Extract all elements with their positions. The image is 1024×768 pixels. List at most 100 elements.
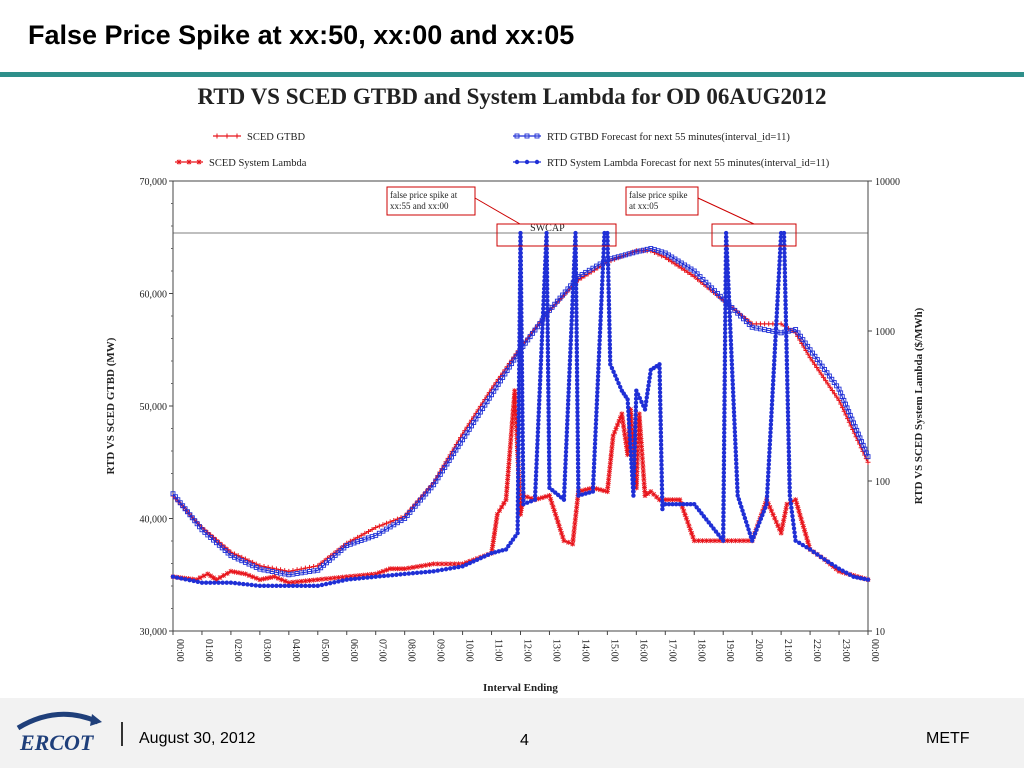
data-point [632, 444, 637, 450]
data-point [805, 539, 811, 545]
data-point [573, 290, 579, 295]
data-point [785, 417, 791, 423]
data-point [514, 432, 520, 438]
data-point [519, 302, 524, 308]
data-point [512, 388, 518, 394]
series-1 [170, 246, 871, 578]
data-point [823, 378, 829, 384]
data-point [513, 420, 519, 426]
data-point [769, 402, 775, 407]
data-point [695, 538, 701, 544]
data-point [765, 486, 770, 491]
data-point [550, 504, 556, 510]
data-point [265, 583, 271, 589]
data-point [373, 525, 379, 530]
data-point [566, 394, 571, 399]
data-point [574, 330, 579, 335]
data-point [606, 286, 611, 291]
data-point [626, 417, 632, 422]
data-point [659, 450, 664, 455]
data-point [782, 258, 787, 264]
data-point [829, 561, 835, 567]
data-point [176, 159, 182, 165]
data-point [793, 538, 798, 543]
data-point [670, 502, 675, 507]
data-point [515, 530, 520, 536]
data-point [506, 456, 512, 462]
highlight-box [711, 223, 797, 247]
data-point [787, 473, 792, 478]
data-point [782, 270, 788, 275]
data-point [546, 433, 552, 439]
data-point [546, 394, 551, 399]
data-point [364, 572, 370, 578]
data-point [557, 526, 563, 532]
data-point [774, 314, 779, 319]
data-point [731, 397, 736, 403]
data-point [599, 294, 604, 299]
data-point [574, 358, 580, 363]
data-point [788, 497, 793, 502]
data-point [596, 362, 601, 367]
data-point [784, 342, 789, 347]
data-point [524, 494, 530, 500]
data-point [713, 529, 719, 534]
data-point [537, 390, 542, 395]
data-point [605, 246, 610, 252]
data-point [619, 411, 625, 417]
chart-area: RTD VS SCED GTBD and System Lambda for O… [0, 78, 1024, 698]
data-point [545, 314, 550, 319]
data-point [812, 361, 818, 367]
data-point [865, 459, 871, 465]
x-tick-label: 06:00 [348, 639, 359, 662]
data-point [552, 511, 558, 517]
data-point [515, 478, 521, 484]
data-point [282, 578, 288, 584]
data-point [567, 354, 573, 359]
data-point [390, 572, 395, 578]
data-point [688, 502, 693, 507]
data-point [803, 531, 809, 537]
data-point [681, 508, 687, 514]
x-tick-label: 21:00 [782, 639, 793, 662]
data-point [514, 133, 520, 139]
data-point [574, 381, 580, 387]
data-point [544, 234, 549, 240]
data-point [356, 576, 362, 581]
data-point [422, 562, 428, 568]
data-point [518, 511, 523, 517]
data-point [605, 481, 611, 487]
data-point [721, 486, 726, 491]
data-point [535, 445, 540, 451]
data-point [640, 460, 646, 466]
data-point [599, 298, 604, 303]
data-point [658, 414, 663, 419]
data-point [736, 497, 742, 502]
data-point [724, 246, 730, 252]
data-point [435, 561, 441, 567]
data-point [318, 565, 324, 571]
data-point [722, 374, 727, 380]
data-point [593, 429, 598, 435]
data-point [516, 430, 521, 436]
data-point [606, 469, 612, 475]
data-point [518, 290, 524, 296]
data-point [784, 330, 789, 335]
data-point [637, 427, 643, 433]
data-point [518, 238, 523, 244]
data-point [751, 534, 756, 540]
data-point [199, 580, 205, 585]
data-point [622, 431, 628, 437]
data-point [741, 538, 747, 544]
data-point [722, 418, 727, 424]
data-point [619, 415, 625, 421]
data-point [514, 428, 520, 434]
data-point [628, 441, 633, 446]
data-point [519, 298, 524, 304]
data-point [657, 497, 662, 503]
y-tick-label: 30,000 [140, 627, 168, 638]
data-point [279, 577, 285, 583]
data-point [666, 502, 672, 507]
data-point [211, 534, 217, 540]
data-point [632, 440, 638, 446]
